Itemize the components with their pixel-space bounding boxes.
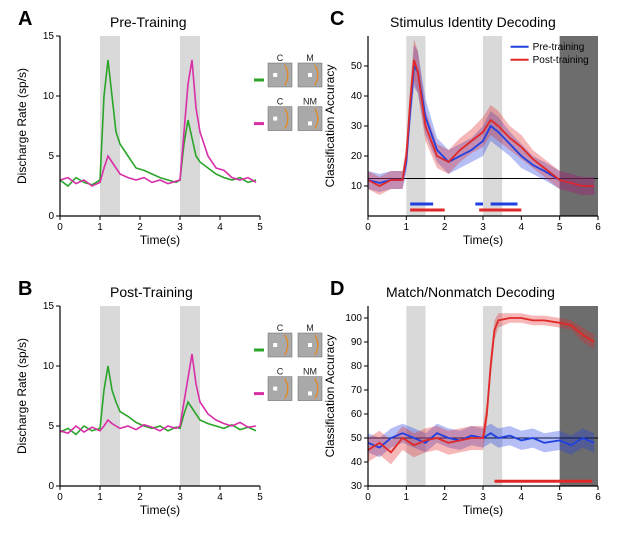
panel-D-label: D: [330, 278, 344, 301]
svg-text:6: 6: [595, 492, 601, 503]
svg-text:5: 5: [557, 222, 563, 233]
svg-text:5: 5: [48, 151, 54, 162]
svg-text:C: C: [277, 367, 284, 377]
svg-text:40: 40: [351, 91, 363, 102]
svg-text:Classification Accuracy: Classification Accuracy: [323, 65, 337, 188]
svg-text:40: 40: [351, 457, 363, 468]
svg-text:Time(s): Time(s): [463, 503, 503, 517]
svg-text:1: 1: [404, 222, 410, 233]
svg-text:80: 80: [351, 361, 363, 372]
svg-text:5: 5: [557, 492, 563, 503]
svg-text:10: 10: [351, 181, 363, 192]
svg-text:Time(s): Time(s): [463, 233, 503, 247]
svg-text:Post-training: Post-training: [533, 55, 589, 66]
svg-text:10: 10: [43, 361, 55, 372]
svg-text:70: 70: [351, 385, 363, 396]
svg-text:50: 50: [351, 61, 363, 72]
svg-text:Time(s): Time(s): [140, 503, 180, 517]
svg-text:Discharge Rate (sp/s): Discharge Rate (sp/s): [15, 338, 29, 454]
svg-text:50: 50: [351, 433, 363, 444]
svg-text:4: 4: [217, 492, 223, 503]
svg-text:M: M: [306, 323, 314, 333]
panel-B-title: Post-Training: [110, 284, 193, 300]
svg-text:2: 2: [137, 222, 143, 233]
svg-text:60: 60: [351, 409, 363, 420]
svg-text:1: 1: [404, 492, 410, 503]
panel-D-title: Match/Nonmatch Decoding: [386, 284, 555, 300]
svg-text:NM: NM: [303, 367, 317, 377]
svg-text:3: 3: [177, 492, 183, 503]
panel-A-label: A: [18, 8, 32, 31]
svg-text:4: 4: [217, 222, 223, 233]
panel-C-title: Stimulus Identity Decoding: [390, 14, 556, 30]
svg-text:C: C: [277, 323, 284, 333]
svg-text:100: 100: [345, 313, 362, 324]
svg-text:30: 30: [351, 481, 363, 492]
svg-text:5: 5: [48, 421, 54, 432]
panel-B-label: B: [18, 278, 32, 301]
svg-text:Classification Accuracy: Classification Accuracy: [323, 335, 337, 458]
svg-text:0: 0: [57, 222, 63, 233]
svg-text:Discharge Rate (sp/s): Discharge Rate (sp/s): [15, 68, 29, 184]
figure-svg: 012345051015Time(s)Discharge Rate (sp/s)…: [0, 0, 624, 542]
svg-text:1: 1: [97, 492, 103, 503]
svg-text:15: 15: [43, 31, 55, 42]
svg-text:0: 0: [57, 492, 63, 503]
svg-text:Time(s): Time(s): [140, 233, 180, 247]
svg-text:3: 3: [480, 222, 486, 233]
svg-text:M: M: [306, 53, 314, 63]
svg-text:NM: NM: [303, 97, 317, 107]
svg-text:3: 3: [480, 492, 486, 503]
svg-text:0: 0: [48, 211, 54, 222]
svg-text:15: 15: [43, 301, 55, 312]
svg-text:Pre-training: Pre-training: [533, 42, 585, 53]
svg-text:5: 5: [257, 222, 263, 233]
svg-text:1: 1: [97, 222, 103, 233]
svg-text:30: 30: [351, 121, 363, 132]
svg-text:3: 3: [177, 222, 183, 233]
svg-text:0: 0: [365, 222, 371, 233]
svg-text:2: 2: [442, 222, 448, 233]
svg-text:4: 4: [519, 222, 525, 233]
svg-text:20: 20: [351, 151, 363, 162]
svg-text:5: 5: [257, 492, 263, 503]
svg-text:0: 0: [48, 481, 54, 492]
svg-text:2: 2: [442, 492, 448, 503]
panel-A-title: Pre-Training: [110, 14, 187, 30]
svg-text:C: C: [277, 97, 284, 107]
svg-text:6: 6: [595, 222, 601, 233]
figure-root: 012345051015Time(s)Discharge Rate (sp/s)…: [0, 0, 624, 542]
svg-text:0: 0: [365, 492, 371, 503]
panel-C-label: C: [330, 8, 344, 31]
svg-text:90: 90: [351, 337, 363, 348]
svg-text:C: C: [277, 53, 284, 63]
svg-text:2: 2: [137, 492, 143, 503]
svg-text:4: 4: [519, 492, 525, 503]
svg-text:10: 10: [43, 91, 55, 102]
